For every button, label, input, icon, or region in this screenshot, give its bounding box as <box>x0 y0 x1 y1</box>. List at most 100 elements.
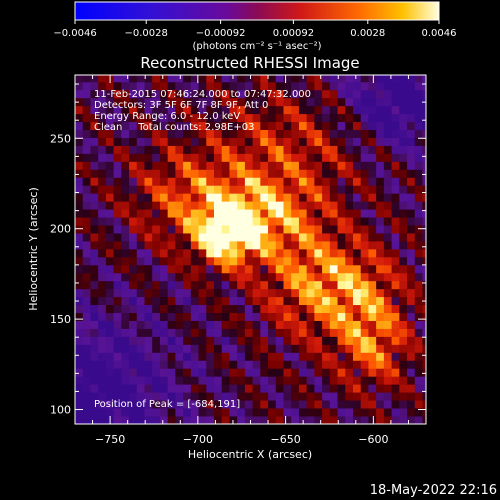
heatmap-pixel <box>414 185 423 194</box>
heatmap-pixel <box>183 129 192 138</box>
heatmap-pixel <box>337 89 346 99</box>
heatmap-pixel <box>113 312 122 321</box>
heatmap-pixel <box>159 121 169 131</box>
heatmap-pixel <box>329 193 338 202</box>
heatmap-pixel <box>383 344 393 353</box>
heatmap-pixel <box>113 217 122 226</box>
heatmap-pixel <box>105 169 115 178</box>
heatmap-pixel <box>129 129 138 138</box>
heatmap-pixel <box>175 129 184 138</box>
heatmap-pixel <box>329 408 338 417</box>
colorbar-unit-label: (photons cm⁻² s⁻¹ asec⁻²) <box>192 41 321 52</box>
heatmap-pixel <box>244 137 254 146</box>
heatmap-pixel <box>283 312 292 321</box>
heatmap-pixel <box>407 384 416 393</box>
heatmap-pixel <box>329 241 338 250</box>
heatmap-pixel <box>391 368 400 377</box>
heatmap-pixel <box>229 177 238 186</box>
heatmap-pixel <box>190 296 199 306</box>
heatmap-pixel <box>105 328 115 337</box>
heatmap-pixel <box>213 75 223 83</box>
heatmap-pixel <box>252 105 261 115</box>
heatmap-pixel <box>129 368 138 377</box>
heatmap-pixel <box>383 392 393 401</box>
heatmap-pixel <box>383 121 393 131</box>
heatmap-pixel <box>244 336 254 345</box>
heatmap-pixel <box>237 296 246 306</box>
heatmap-pixel <box>221 193 230 202</box>
heatmap-pixel <box>190 312 199 321</box>
heatmap-pixel <box>129 344 138 353</box>
heatmap-pixel <box>275 360 284 369</box>
heatmap-pixel <box>229 264 238 274</box>
heatmap-pixel <box>75 121 84 131</box>
heatmap-pixel <box>98 81 107 91</box>
heatmap-pixel <box>167 193 176 202</box>
heatmap-pixel <box>314 280 323 290</box>
heatmap-pixel <box>298 161 308 170</box>
heatmap-pixel <box>229 75 238 83</box>
heatmap-pixel <box>414 296 423 306</box>
heatmap-pixel <box>352 169 362 178</box>
heatmap-pixel <box>291 296 300 306</box>
heatmap-pixel <box>183 296 192 306</box>
heatmap-pixel <box>175 360 184 369</box>
heatmap-pixel <box>283 280 292 290</box>
heatmap-pixel <box>75 209 84 218</box>
heatmap-pixel <box>237 153 246 162</box>
heatmap-pixel <box>352 193 362 202</box>
heatmap-pixel <box>329 177 338 186</box>
heatmap-pixel <box>291 328 300 337</box>
heatmap-pixel <box>82 217 91 226</box>
heatmap-pixel <box>175 169 184 178</box>
heatmap-pixel <box>221 137 230 146</box>
heatmap-pixel <box>183 344 192 353</box>
heatmap-pixel <box>383 328 393 337</box>
heatmap-pixel <box>113 336 122 345</box>
heatmap-pixel <box>329 336 338 345</box>
heatmap-pixel <box>105 400 115 409</box>
heatmap-pixel <box>337 185 346 194</box>
heatmap-pixel <box>237 113 246 123</box>
heatmap-pixel <box>360 121 369 131</box>
heatmap-pixel <box>260 376 269 385</box>
heatmap-pixel <box>268 328 277 337</box>
heatmap-pixel <box>275 137 284 146</box>
heatmap-pixel <box>322 344 331 353</box>
heatmap-pixel <box>376 217 385 226</box>
heatmap-pixel <box>360 408 369 417</box>
heatmap-pixel <box>152 320 161 329</box>
heatmap-pixel <box>376 392 385 401</box>
heatmap-pixel <box>206 392 215 401</box>
heatmap-pixel <box>298 328 308 337</box>
heatmap-pixel <box>129 256 138 266</box>
heatmap-pixel <box>98 233 107 242</box>
heatmap-pixel <box>159 193 169 202</box>
heatmap-pixel <box>268 312 277 321</box>
heatmap-pixel <box>314 121 323 131</box>
heatmap-pixel <box>252 352 261 361</box>
heatmap-pixel <box>414 193 423 202</box>
heatmap-pixel <box>414 272 423 282</box>
heatmap-pixel <box>237 145 246 154</box>
heatmap-pixel <box>183 81 192 91</box>
heatmap-pixel <box>275 272 284 282</box>
heatmap-pixel <box>144 272 153 282</box>
heatmap-pixel <box>314 161 323 170</box>
heatmap-pixel <box>175 105 184 115</box>
heatmap-pixel <box>291 169 300 178</box>
heatmap-pixel <box>268 129 277 138</box>
heatmap-pixel <box>113 296 122 306</box>
heatmap-pixel <box>298 225 308 234</box>
heatmap-pixel <box>252 368 261 377</box>
heatmap-pixel <box>260 81 269 91</box>
heatmap-pixel <box>298 193 308 202</box>
heatmap-pixel <box>376 288 385 298</box>
heatmap-pixel <box>190 177 199 186</box>
heatmap-pixel <box>376 241 385 250</box>
heatmap-pixel <box>391 256 400 266</box>
heatmap-pixel <box>221 161 230 170</box>
heatmap-pixel <box>121 320 130 329</box>
heatmap-pixel <box>368 185 377 194</box>
